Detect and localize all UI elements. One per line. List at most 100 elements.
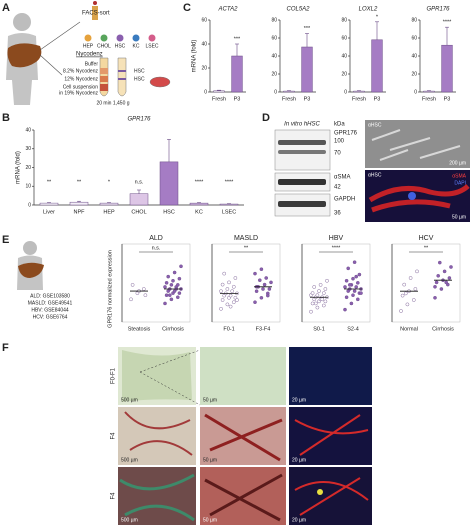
y-tick-label: 30 bbox=[25, 146, 31, 152]
y-tick-label: 10 bbox=[25, 184, 31, 190]
blot-label: GAPDH bbox=[334, 197, 355, 203]
dot bbox=[261, 287, 265, 291]
row-label: F0-F1 bbox=[111, 367, 117, 384]
y-tick-label: 0 bbox=[414, 89, 417, 95]
y-tick-label: 20 bbox=[341, 71, 347, 77]
dot bbox=[357, 272, 362, 277]
dataset-label: HCV: GSE6764 bbox=[33, 314, 68, 320]
x-tick-label: P3 bbox=[304, 96, 311, 102]
y-tick-label: 40 bbox=[411, 53, 417, 59]
y-axis-label: GPR176 normalized expression bbox=[107, 250, 113, 328]
dot bbox=[228, 304, 233, 309]
dot bbox=[354, 274, 359, 279]
x-tick-label: Normal bbox=[400, 326, 418, 332]
dot bbox=[436, 273, 441, 278]
scale-label: 20 µm bbox=[292, 457, 306, 463]
panel-letter: E bbox=[2, 234, 9, 246]
dot bbox=[169, 297, 174, 302]
significance: **** bbox=[332, 245, 341, 251]
dot bbox=[323, 287, 328, 291]
diagram-label: 12% Nycodenz bbox=[64, 76, 98, 82]
x-tick-label: P3 bbox=[234, 96, 241, 102]
dot bbox=[141, 287, 146, 291]
x-tick-label: Cirrhosis bbox=[162, 326, 184, 332]
dot bbox=[411, 298, 416, 302]
scale-label: 50 µm bbox=[203, 457, 217, 463]
dot bbox=[225, 287, 230, 291]
y-tick-label: 20 bbox=[271, 71, 277, 77]
diagram-art bbox=[6, 1, 171, 105]
image-label: 200 µm bbox=[449, 160, 466, 166]
dot bbox=[129, 297, 133, 302]
diagram-label: Buffer bbox=[85, 61, 99, 67]
y-tick-label: 80 bbox=[271, 17, 277, 23]
dot bbox=[317, 289, 321, 293]
y-tick-label: 60 bbox=[341, 35, 347, 41]
dot bbox=[163, 301, 167, 306]
bar bbox=[231, 55, 243, 93]
panel-letter: C bbox=[183, 2, 191, 14]
dot bbox=[233, 276, 238, 280]
dot bbox=[433, 284, 437, 289]
image-label: αHSC bbox=[368, 122, 382, 128]
image-label: 50 µm bbox=[452, 214, 466, 220]
significance: * bbox=[376, 14, 379, 20]
blot-unit: kDa bbox=[334, 122, 345, 128]
bar bbox=[99, 202, 119, 206]
x-tick-label: NPF bbox=[74, 209, 86, 215]
bar bbox=[441, 44, 453, 93]
dot bbox=[164, 281, 169, 285]
y-tick-label: 80 bbox=[341, 17, 347, 23]
image-label: DAPI bbox=[454, 180, 466, 186]
dot bbox=[439, 287, 444, 291]
dot bbox=[167, 293, 172, 297]
dot bbox=[413, 287, 418, 291]
x-tick-label: HSC bbox=[163, 209, 175, 215]
blot-label: GPR176 bbox=[334, 131, 358, 137]
x-tick-label: S2-4 bbox=[347, 326, 359, 332]
y-tick-label: 40 bbox=[271, 53, 277, 59]
dot bbox=[405, 302, 410, 307]
bar bbox=[219, 203, 239, 206]
scale-label: 50 µm bbox=[203, 517, 217, 523]
dot bbox=[355, 297, 360, 302]
significance: ** bbox=[424, 245, 429, 251]
dot bbox=[177, 276, 182, 281]
dot bbox=[169, 283, 174, 287]
bar bbox=[159, 161, 179, 206]
dot bbox=[351, 276, 355, 281]
dot bbox=[163, 285, 167, 289]
diagram-label: HSC bbox=[134, 76, 145, 82]
x-tick-label: P3 bbox=[374, 96, 381, 102]
dot bbox=[320, 297, 325, 302]
bar bbox=[129, 193, 149, 206]
dot bbox=[400, 293, 405, 298]
cell-label: CHOL bbox=[97, 43, 111, 49]
cell-label: HSC bbox=[115, 43, 126, 49]
y-tick-label: 80 bbox=[411, 17, 417, 23]
y-tick-label: 20 bbox=[411, 71, 417, 77]
significance: * bbox=[108, 179, 111, 185]
dot bbox=[343, 307, 347, 312]
dot bbox=[222, 271, 226, 276]
dot bbox=[227, 280, 231, 285]
dot bbox=[262, 282, 267, 287]
x-tick-label: P3 bbox=[444, 96, 451, 102]
chart-title: HCV bbox=[419, 235, 434, 242]
bar bbox=[423, 90, 435, 93]
y-tick-label: 60 bbox=[271, 35, 277, 41]
panel-letter: D bbox=[262, 112, 270, 124]
x-tick-label: Fresh bbox=[352, 96, 366, 102]
dot bbox=[230, 289, 234, 294]
diagram-label: in 19% Nycodenz bbox=[59, 90, 98, 96]
dot bbox=[325, 278, 329, 283]
dot bbox=[318, 283, 323, 287]
dot bbox=[253, 300, 257, 305]
x-tick-label: Steatosis bbox=[128, 326, 151, 332]
y-tick-label: 20 bbox=[201, 65, 207, 71]
diagram-label: 20 min 1,450 g bbox=[96, 100, 129, 106]
scale-label: 500 µm bbox=[121, 457, 138, 463]
x-tick-label: F3-F4 bbox=[256, 326, 271, 332]
plot-frame bbox=[121, 243, 191, 323]
dot bbox=[164, 293, 169, 297]
